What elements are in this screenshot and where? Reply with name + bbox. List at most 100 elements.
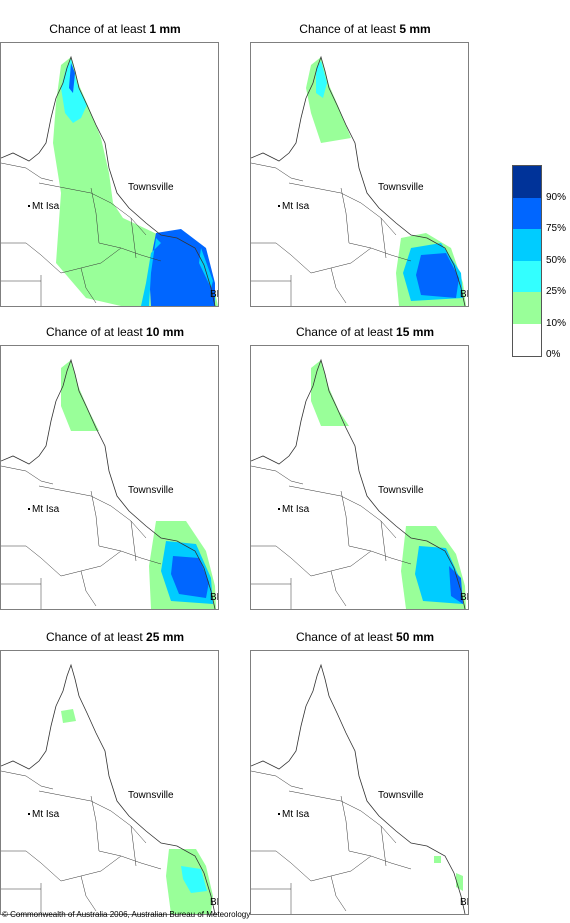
mt-isa-label: Mt Isa	[32, 201, 60, 212]
gulf-coastline	[251, 97, 307, 162]
legend-tick-75: 75%	[546, 223, 567, 234]
district-boundary	[251, 162, 304, 182]
coastline	[305, 55, 466, 306]
mt-isa-marker	[278, 205, 280, 207]
rainfall-probability-map: Mt Isa Townsville BRIS	[0, 42, 219, 307]
district-boundary	[60, 550, 122, 577]
rainfall-probability-map: Mt Isa Townsville BRIS	[0, 650, 219, 915]
map-canvas	[1, 55, 218, 306]
map-canvas	[1, 358, 216, 609]
district-boundary	[38, 485, 147, 539]
panel-title: Chance of at least 50 mm	[295, 630, 435, 644]
district-boundary	[251, 242, 312, 274]
district-boundary	[38, 790, 147, 844]
district-boundary	[288, 182, 397, 236]
mt-isa-marker	[28, 508, 30, 510]
brisbane-label: BRIS	[210, 897, 218, 908]
district-boundary	[120, 550, 162, 565]
mt-isa-marker	[278, 813, 280, 815]
district-boundary	[1, 242, 62, 274]
mt-isa-marker	[278, 508, 280, 510]
legend-tick-25: 25%	[546, 286, 567, 297]
district-boundary	[90, 795, 122, 857]
rainfall-probability-map: Mt Isa Townsville BRIS	[250, 650, 469, 915]
coastline	[55, 358, 216, 609]
district-boundary	[80, 570, 97, 607]
district-boundary	[130, 825, 137, 867]
district-boundary	[120, 855, 162, 870]
district-boundary	[60, 855, 122, 882]
townsville-label: Townsville	[378, 790, 424, 801]
district-boundary	[310, 855, 372, 882]
district-boundary	[120, 247, 162, 262]
panel-title: Chance of at least 25 mm	[45, 630, 185, 644]
legend-swatch-10-25	[513, 292, 541, 324]
district-boundary	[251, 465, 304, 485]
district-boundary	[330, 267, 347, 304]
brisbane-label: BRIS	[210, 592, 218, 603]
district-boundary	[60, 247, 122, 274]
district-boundary	[380, 520, 387, 562]
mt-isa-label: Mt Isa	[32, 504, 60, 515]
district-boundary	[1, 162, 54, 182]
legend-tick-90: 90%	[546, 192, 567, 203]
district-boundary	[340, 187, 372, 249]
district-boundary	[330, 570, 347, 607]
district-boundary	[288, 485, 397, 539]
mt-isa-marker	[28, 813, 30, 815]
townsville-label: Townsville	[378, 182, 424, 193]
gulf-coastline	[1, 400, 57, 465]
mt-isa-label: Mt Isa	[282, 809, 310, 820]
district-boundary	[380, 217, 387, 259]
legend-swatch-0-10	[513, 324, 541, 356]
district-boundary	[380, 825, 387, 867]
coastline	[305, 663, 466, 914]
legend-swatch-90-100	[513, 166, 541, 198]
district-boundary	[340, 490, 372, 552]
gulf-coastline	[251, 705, 307, 770]
district-boundary	[288, 790, 397, 844]
townsville-label: Townsville	[128, 790, 174, 801]
brisbane-label: BRIS	[210, 289, 218, 300]
district-boundary	[1, 850, 62, 882]
gulf-coastline	[1, 97, 57, 162]
map-canvas	[251, 663, 466, 914]
brisbane-label: BRIS	[460, 897, 468, 908]
mt-isa-label: Mt Isa	[32, 809, 60, 820]
rainfall-probability-map: Mt Isa Townsville BRIS	[0, 345, 219, 610]
legend-swatch-75-90	[513, 198, 541, 229]
district-boundary	[1, 545, 62, 577]
district-boundary	[80, 875, 97, 912]
district-boundary	[251, 850, 312, 882]
district-boundary	[1, 465, 54, 485]
district-boundary	[310, 550, 372, 577]
map-canvas	[251, 358, 466, 609]
copyright-notice: © Commonwealth of Australia 2006, Austra…	[2, 910, 251, 919]
district-boundary	[370, 247, 412, 262]
district-boundary	[90, 490, 122, 552]
townsville-label: Townsville	[128, 485, 174, 496]
legend-swatch-50-75	[513, 229, 541, 261]
district-boundary	[251, 545, 312, 577]
brisbane-label: BRIS	[460, 592, 468, 603]
district-boundary	[80, 267, 97, 304]
mt-isa-label: Mt Isa	[282, 504, 310, 515]
district-boundary	[1, 770, 54, 790]
panel-title: Chance of at least 1 mm	[49, 22, 181, 36]
district-boundary	[130, 217, 137, 259]
mt-isa-marker	[28, 205, 30, 207]
townsville-label: Townsville	[128, 182, 174, 193]
legend-swatch-25-50	[513, 261, 541, 292]
legend-tick-50: 50%	[546, 255, 567, 266]
rainfall-probability-map: Mt Isa Townsville BRIS	[250, 345, 469, 610]
district-boundary	[251, 770, 304, 790]
coastline	[305, 358, 466, 609]
district-boundary	[340, 795, 372, 857]
coastline	[55, 55, 216, 306]
coastline	[55, 663, 216, 914]
panel-title: Chance of at least 10 mm	[45, 325, 185, 339]
mt-isa-label: Mt Isa	[282, 201, 310, 212]
map-canvas	[251, 55, 466, 306]
map-canvas	[1, 663, 216, 914]
legend-tick-0: 0%	[546, 349, 561, 360]
